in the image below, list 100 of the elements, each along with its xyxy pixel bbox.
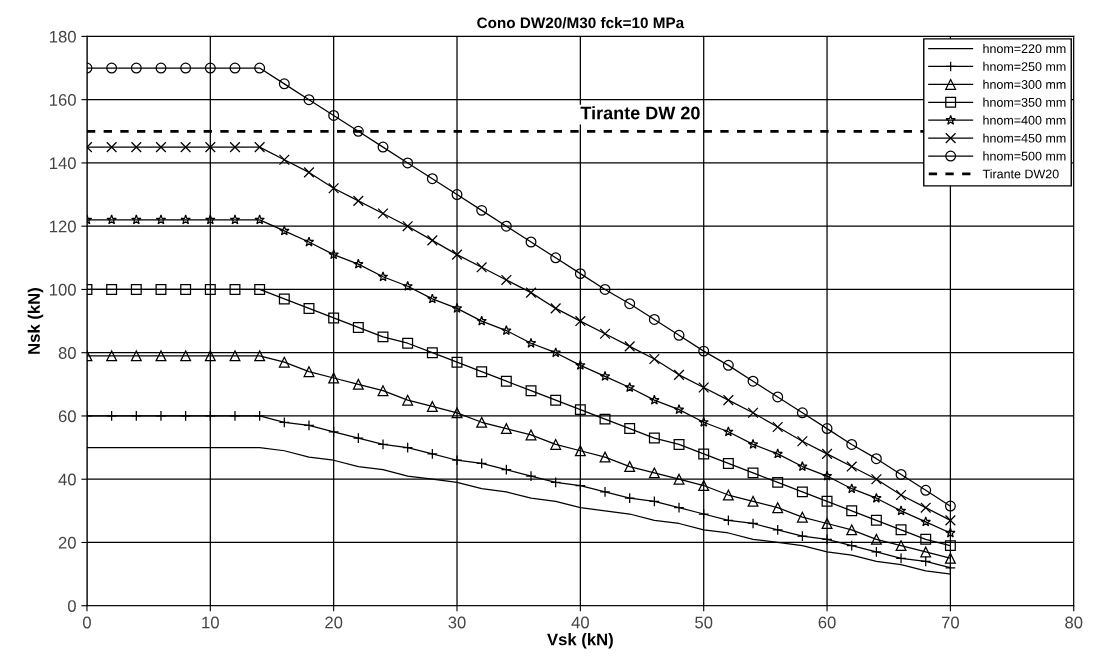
point <box>698 480 710 492</box>
point <box>574 445 586 457</box>
point <box>130 283 142 295</box>
point <box>254 214 265 225</box>
point <box>476 315 487 326</box>
point <box>550 438 562 450</box>
point <box>846 524 858 536</box>
x-tick-label: 30 <box>448 616 466 629</box>
point <box>821 470 833 481</box>
point <box>772 391 784 403</box>
point <box>747 375 759 387</box>
point <box>229 62 241 74</box>
point <box>155 283 167 295</box>
point <box>723 426 734 437</box>
point <box>846 438 858 450</box>
point <box>426 400 438 412</box>
point <box>106 141 118 153</box>
point <box>427 293 438 304</box>
point <box>525 236 537 248</box>
point <box>550 347 561 358</box>
point <box>130 350 142 362</box>
point <box>352 321 364 333</box>
y-tick-label: 80 <box>58 347 76 359</box>
point <box>574 404 586 416</box>
point <box>624 461 636 473</box>
point <box>130 62 142 74</box>
y-tick-label: 140 <box>50 157 76 170</box>
point <box>303 366 315 378</box>
point <box>278 78 290 90</box>
point <box>501 325 512 336</box>
point <box>599 370 611 381</box>
x-tick-label: 70 <box>941 616 960 629</box>
y-tick-label: 160 <box>50 94 76 106</box>
point <box>377 331 389 343</box>
point <box>180 214 191 225</box>
point <box>821 495 833 507</box>
x-tick-label: 50 <box>695 616 713 629</box>
point <box>204 141 216 153</box>
point <box>476 416 488 428</box>
point <box>747 495 759 507</box>
point <box>402 220 414 232</box>
y-tick-label: 180 <box>50 30 76 43</box>
point <box>476 366 488 378</box>
point <box>377 385 389 397</box>
point <box>525 287 537 299</box>
point <box>698 448 710 460</box>
annotation: Tirante DW 20 <box>580 106 700 120</box>
point <box>895 468 907 480</box>
point <box>648 432 660 444</box>
point <box>821 423 833 435</box>
point <box>525 337 537 348</box>
point <box>796 511 808 523</box>
point <box>352 125 364 137</box>
point <box>599 328 611 340</box>
point <box>451 189 463 201</box>
point <box>920 546 932 558</box>
point <box>624 340 636 352</box>
point <box>945 527 956 538</box>
point <box>574 315 586 327</box>
point <box>649 394 660 405</box>
point <box>599 283 611 295</box>
legend-label: hnom=250 mm <box>983 61 1066 71</box>
point <box>254 62 266 74</box>
point <box>648 353 660 365</box>
point <box>673 369 685 381</box>
point <box>402 157 414 169</box>
point <box>377 208 389 220</box>
point <box>550 302 562 314</box>
point <box>673 438 685 450</box>
point <box>204 283 216 295</box>
point <box>599 413 611 425</box>
point <box>254 283 266 295</box>
point <box>648 314 660 325</box>
point <box>328 109 340 121</box>
point <box>846 505 858 517</box>
point <box>500 423 512 435</box>
x-axis-title: Vsk (kN) <box>547 633 613 649</box>
point <box>278 356 290 368</box>
point <box>870 533 882 545</box>
point <box>871 492 882 503</box>
point <box>279 225 290 236</box>
point <box>155 350 167 362</box>
point <box>377 271 389 282</box>
point <box>500 274 512 286</box>
point <box>303 236 315 247</box>
point <box>476 204 488 216</box>
point <box>328 182 340 194</box>
point <box>229 350 241 362</box>
point <box>796 407 808 419</box>
point <box>550 394 562 406</box>
point <box>402 280 413 291</box>
point <box>155 62 167 74</box>
point <box>180 350 192 362</box>
legend-label: Tirante DW20 <box>982 169 1059 179</box>
point <box>870 514 882 526</box>
y-tick-label: 100 <box>50 283 76 296</box>
y-tick-label: 0 <box>67 600 76 612</box>
point <box>821 518 833 529</box>
chart-title: Cono DW20/M30 fck=10 MPa <box>477 17 685 29</box>
point <box>944 540 956 552</box>
